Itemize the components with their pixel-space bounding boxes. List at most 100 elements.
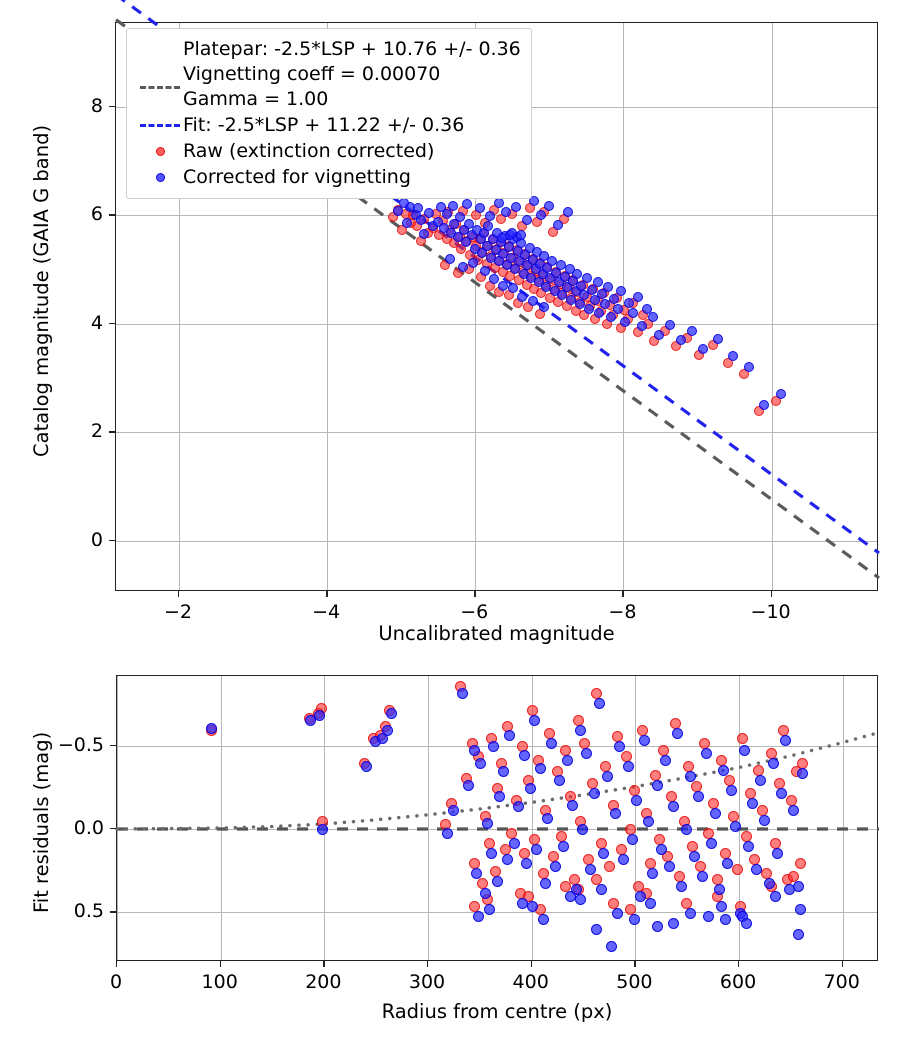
data-point-cor <box>386 708 398 720</box>
data-point-cor <box>562 754 574 766</box>
data-point-cor <box>453 231 464 242</box>
data-point-cor <box>722 857 734 869</box>
legend-key-red-dot <box>137 146 183 156</box>
data-point-cor <box>727 351 738 362</box>
xtick-label: 400 <box>512 971 549 993</box>
data-point-cor <box>454 212 465 223</box>
data-point-cor <box>585 864 597 876</box>
data-point-cor <box>574 724 586 736</box>
data-point-cor <box>536 210 547 221</box>
legend[interactable]: Platepar: -2.5*LSP + 10.76 +/- 0.36 Vign… <box>126 28 532 199</box>
ytick-label: −0.5 <box>57 733 104 756</box>
legend-label-platepar: Platepar: -2.5*LSP + 10.76 +/- 0.36 <box>183 37 521 60</box>
legend-entry-vignetting: Vignetting coeff = 0.00070 Gamma = 1.00 <box>137 62 521 112</box>
ytick <box>110 744 116 747</box>
data-point-cor <box>539 302 550 313</box>
data-point-cor <box>788 804 800 816</box>
ytick-label: 6 <box>90 203 103 226</box>
data-point-cor <box>419 228 430 239</box>
xtick <box>326 591 328 597</box>
data-point-cor <box>655 844 667 856</box>
line-platepar-2-5-lsp-10-76-0-36 <box>115 18 880 580</box>
gridline-vertical <box>475 23 477 590</box>
data-point-raw <box>572 714 584 726</box>
data-point-cor <box>483 904 495 916</box>
data-point-cor <box>491 876 503 888</box>
xtick-label: −10 <box>750 601 791 623</box>
data-point-cor <box>664 861 676 873</box>
data-point-cor <box>494 791 506 803</box>
ytick <box>110 827 116 830</box>
ytick <box>109 105 115 108</box>
data-point-cor <box>205 723 217 735</box>
legend-key-blue-dash <box>137 123 183 127</box>
data-point-cor <box>609 293 620 304</box>
data-point-cor <box>675 334 686 345</box>
xtick <box>634 961 636 967</box>
data-point-cor <box>515 229 526 240</box>
xtick-label: 700 <box>823 971 860 993</box>
data-point-raw <box>477 877 489 889</box>
data-point-cor <box>506 227 517 238</box>
data-point-cor <box>529 714 541 726</box>
data-point-cor <box>509 264 520 275</box>
data-point-cor <box>592 277 603 288</box>
data-point-cor <box>746 797 758 809</box>
data-point-cor <box>697 343 708 354</box>
data-point-cor <box>796 767 808 779</box>
data-point-cor <box>697 871 709 883</box>
data-point-cor <box>763 877 775 889</box>
data-point-cor <box>742 841 754 853</box>
legend-label-fit: Fit: -2.5*LSP + 11.22 +/- 0.36 <box>183 113 465 136</box>
bottom-scatter-points <box>117 676 877 960</box>
data-point-cor <box>684 771 696 783</box>
data-point-raw <box>483 837 495 849</box>
gridline-vertical <box>117 676 118 960</box>
data-point-raw <box>736 733 748 745</box>
data-point-cor <box>616 286 627 297</box>
ytick-label: 8 <box>90 94 103 117</box>
data-point-cor <box>502 854 514 866</box>
gridline-vertical <box>327 23 329 590</box>
data-point-cor <box>558 841 570 853</box>
data-point-cor <box>776 389 787 400</box>
xtick <box>427 961 429 967</box>
data-point-cor <box>474 203 485 214</box>
data-point-cor <box>392 205 403 216</box>
data-point-cor <box>493 198 504 209</box>
data-point-cor <box>712 333 723 344</box>
ytick-label: 2 <box>90 420 103 443</box>
data-point-cor <box>423 208 434 219</box>
top-fit-lines <box>115 0 880 580</box>
data-point-cor <box>664 319 675 330</box>
data-point-cor <box>755 774 767 786</box>
data-point-cor <box>497 233 508 244</box>
data-point-cor <box>740 917 752 929</box>
data-point-cor <box>463 218 474 229</box>
data-point-raw <box>794 857 806 869</box>
data-point-cor <box>401 217 412 228</box>
ytick <box>109 214 115 216</box>
data-point-cor <box>550 861 561 873</box>
data-point-cor <box>416 214 427 225</box>
legend-key-gray-dash <box>137 85 183 89</box>
data-point-cor <box>462 779 474 791</box>
gridline-vertical <box>531 676 533 960</box>
gridline-horizontal <box>116 432 877 434</box>
ytick <box>110 911 116 913</box>
data-point-cor <box>612 907 624 919</box>
data-point-cor <box>659 754 671 766</box>
data-point-cor <box>572 268 583 279</box>
gridline-vertical <box>771 23 773 590</box>
data-point-cor <box>601 771 613 783</box>
data-point-cor <box>525 782 537 794</box>
data-point-cor <box>637 320 648 331</box>
data-point-cor <box>512 801 524 813</box>
data-point-cor <box>481 240 492 251</box>
data-point-cor <box>481 817 493 829</box>
data-point-raw <box>680 897 692 909</box>
data-point-cor <box>635 890 646 902</box>
gridline-horizontal <box>117 912 877 914</box>
gridline-vertical <box>220 676 222 960</box>
